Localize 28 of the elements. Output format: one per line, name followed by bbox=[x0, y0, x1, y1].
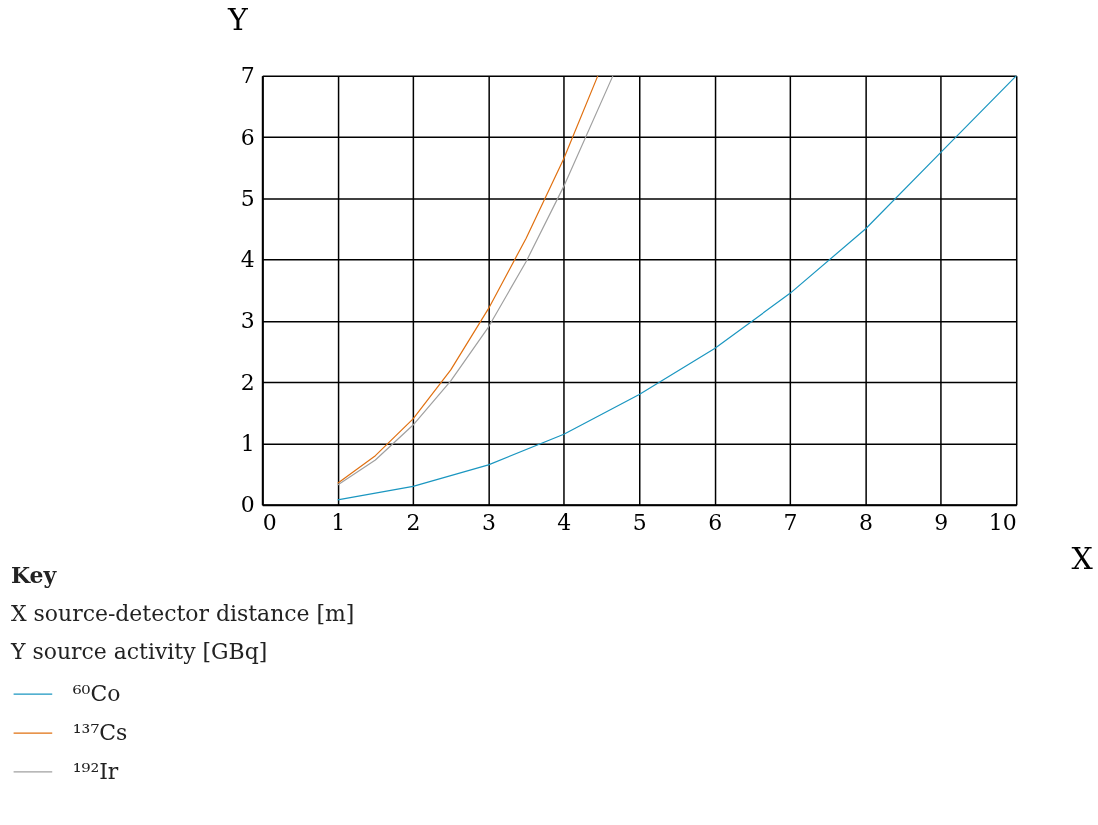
x-tick-label: 9 bbox=[934, 510, 949, 536]
x-tick-label: 10 bbox=[988, 510, 1017, 536]
legend-label: ¹³⁷Cs bbox=[72, 720, 128, 746]
x-tick-label: 0 bbox=[262, 510, 277, 536]
y-tick-label: 2 bbox=[240, 369, 255, 395]
y-tick-label: 7 bbox=[240, 63, 255, 89]
y-tick-label: 6 bbox=[240, 124, 255, 150]
x-axis-title: X bbox=[1071, 541, 1094, 577]
x-tick-label: 8 bbox=[858, 510, 873, 536]
y-tick-label: 4 bbox=[240, 247, 255, 273]
x-tick-label: 4 bbox=[557, 510, 572, 536]
y-tick-label: 5 bbox=[240, 185, 255, 211]
x-tick-label: 6 bbox=[708, 510, 723, 536]
x-tick-label: 2 bbox=[406, 510, 421, 536]
line-series bbox=[337, 75, 1017, 501]
y-axis-title: Y bbox=[226, 2, 248, 38]
x-tick-label: 1 bbox=[331, 510, 346, 536]
legend-label: ¹⁹²Ir bbox=[72, 758, 119, 784]
text: X source-detector distance [m] bbox=[10, 601, 355, 627]
text: Key bbox=[10, 562, 58, 589]
x-tick-label: 5 bbox=[632, 510, 647, 536]
y-tick-label: 0 bbox=[240, 492, 255, 518]
text: Y source activity [GBq] bbox=[9, 639, 268, 665]
y-tick-label: 3 bbox=[240, 308, 255, 334]
x-tick-label: 3 bbox=[481, 510, 496, 536]
legend-label: ⁶⁰Co bbox=[72, 681, 121, 707]
y-tick-label: 1 bbox=[240, 430, 255, 456]
x-tick-label: 7 bbox=[783, 510, 798, 536]
